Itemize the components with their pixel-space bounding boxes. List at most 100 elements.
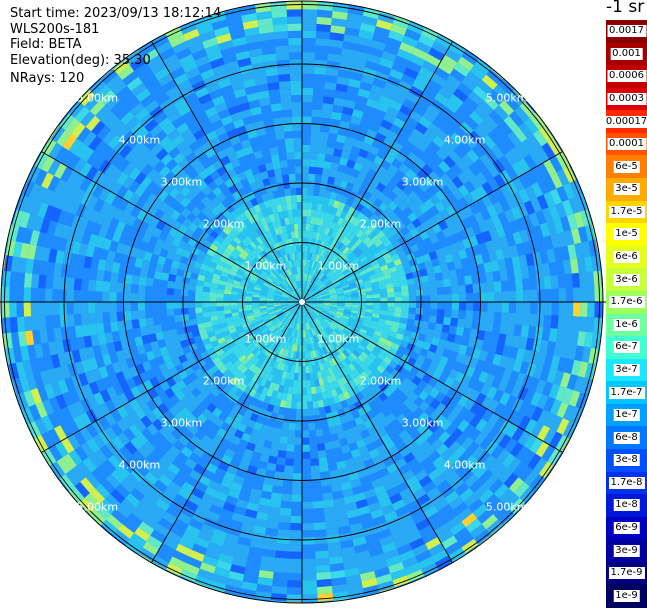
range-gate — [586, 317, 594, 333]
range-gate — [594, 302, 602, 318]
range-gate — [313, 188, 320, 196]
range-gate — [138, 293, 145, 302]
range-gate — [117, 311, 125, 321]
range-gate — [516, 302, 523, 314]
range-gate — [302, 487, 312, 494]
range-gate — [297, 202, 302, 209]
range-gate — [302, 81, 314, 88]
range-gate — [359, 302, 366, 305]
range-gate — [302, 131, 311, 138]
range-gate — [286, 594, 302, 602]
range-gate — [302, 552, 315, 559]
range-gate — [10, 271, 18, 287]
range-gate — [224, 306, 231, 310]
range-gate — [278, 74, 290, 82]
range-gate — [302, 88, 313, 95]
range-gate — [280, 95, 291, 103]
range-gate — [147, 269, 155, 278]
range-gate — [285, 458, 294, 466]
range-gate — [288, 167, 295, 175]
range-gate — [271, 154, 280, 162]
range-gate — [281, 167, 289, 175]
range-gate — [302, 509, 313, 516]
range-gate — [290, 530, 302, 537]
range-gate — [290, 188, 296, 196]
range-gate — [290, 66, 302, 73]
range-gate — [289, 552, 302, 559]
range-gate — [161, 272, 169, 280]
range-gate — [275, 45, 289, 53]
range-gate — [296, 409, 302, 416]
range-gate — [308, 423, 315, 431]
range-gate — [282, 109, 292, 117]
range-gate — [302, 66, 314, 73]
range-gate — [89, 324, 98, 336]
range-gate — [67, 277, 75, 290]
range-gate — [216, 302, 223, 306]
range-gate — [302, 437, 309, 444]
range-gate — [302, 502, 313, 509]
range-gate — [275, 551, 289, 559]
range-gate — [537, 302, 544, 315]
range-gate — [284, 465, 293, 473]
range-gate — [286, 145, 295, 153]
range-gate — [181, 296, 188, 302]
range-gate — [145, 302, 152, 310]
range-gate — [302, 95, 313, 102]
range-gate — [146, 318, 154, 327]
range-gate — [523, 302, 530, 314]
range-gate — [298, 380, 302, 387]
range-gate — [276, 139, 285, 147]
range-gate — [152, 286, 160, 294]
range-gate — [283, 472, 293, 480]
range-gate — [74, 314, 82, 326]
range-gate — [416, 308, 424, 315]
range-gate — [324, 82, 336, 91]
range-gate — [302, 559, 316, 566]
range-gate — [323, 499, 334, 507]
range-gate — [161, 323, 169, 331]
range-gate — [302, 16, 317, 24]
range-gate — [409, 302, 416, 308]
range-gate — [293, 459, 302, 466]
range-gate — [277, 450, 286, 458]
range-gate — [188, 313, 196, 320]
range-gate — [60, 277, 68, 290]
range-gate — [292, 480, 302, 487]
range-gate — [298, 373, 302, 380]
range-gate — [202, 302, 209, 307]
range-gate — [294, 452, 302, 459]
range-gate — [312, 95, 323, 103]
range-gate — [88, 313, 96, 325]
range-gate — [409, 308, 417, 314]
range-gate — [294, 445, 302, 452]
range-gate — [102, 281, 110, 292]
range-gate — [289, 544, 302, 551]
range-gate — [52, 302, 59, 315]
range-gate — [302, 423, 309, 430]
range-gate — [276, 457, 285, 465]
range-gate — [302, 594, 318, 602]
range-gate — [288, 38, 302, 45]
range-gate — [110, 321, 118, 332]
range-gate — [437, 302, 444, 309]
range-gate — [272, 579, 287, 587]
range-gate — [501, 312, 509, 323]
range-gate — [316, 24, 331, 32]
range-gate — [315, 543, 328, 551]
range-gate — [292, 202, 298, 210]
range-gate — [154, 271, 162, 280]
range-gate — [322, 103, 333, 111]
range-gate — [274, 38, 288, 46]
range-gate — [278, 522, 290, 530]
range-gate — [74, 278, 82, 290]
range-gate — [295, 159, 302, 166]
range-gate — [153, 317, 161, 326]
range-gate — [291, 502, 302, 509]
range-gate — [160, 280, 168, 288]
range-gate — [302, 216, 306, 223]
range-gate — [559, 302, 566, 316]
range-gate — [275, 132, 285, 140]
range-gate — [181, 289, 189, 296]
range-gate — [9, 287, 17, 302]
